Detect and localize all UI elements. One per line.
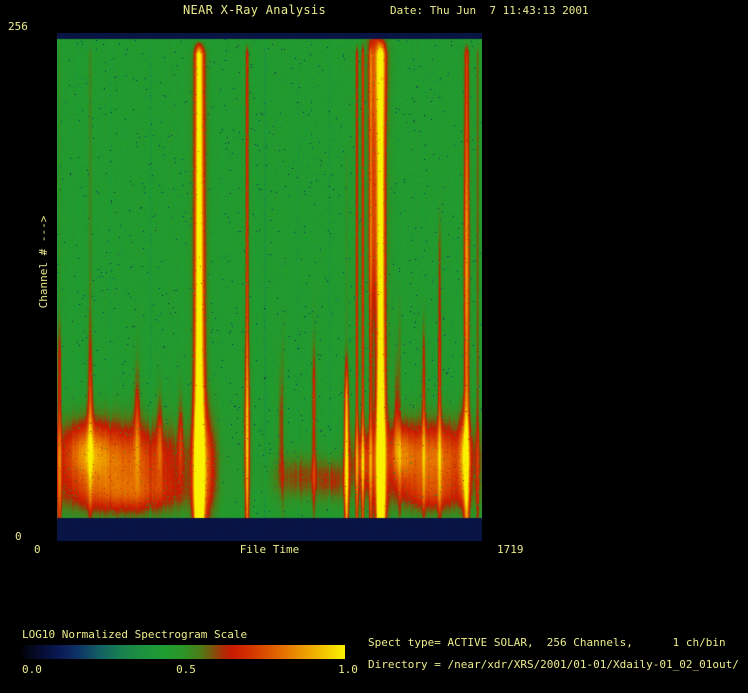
header-date: Date: Thu Jun 7 11:43:13 2001 xyxy=(390,4,589,17)
x-axis-min-label: 0 xyxy=(34,543,41,556)
spect-type-line: Spect type= ACTIVE SOLAR, 256 Channels, … xyxy=(368,636,726,649)
x-axis-max-label: 1719 xyxy=(497,543,524,556)
directory-line: Directory = /near/xdr/XRS/2001/01-01/Xda… xyxy=(368,658,739,671)
y-axis-title: Channel # ---> xyxy=(37,215,50,309)
colorbar-tick-1: 1.0 xyxy=(338,663,358,676)
colorbar-gradient xyxy=(22,645,345,659)
y-axis-max-label: 256 xyxy=(8,20,28,33)
spectrogram-heatmap xyxy=(57,33,482,541)
colorbar-label: LOG10 Normalized Spectrogram Scale xyxy=(22,628,248,641)
colorbar-tick-0: 0.0 xyxy=(22,663,42,676)
y-axis-min-label: 0 xyxy=(15,530,22,543)
colorbar-tick-05: 0.5 xyxy=(176,663,196,676)
page-title: NEAR X-Ray Analysis xyxy=(183,3,326,17)
x-axis-title: File Time xyxy=(239,543,300,556)
